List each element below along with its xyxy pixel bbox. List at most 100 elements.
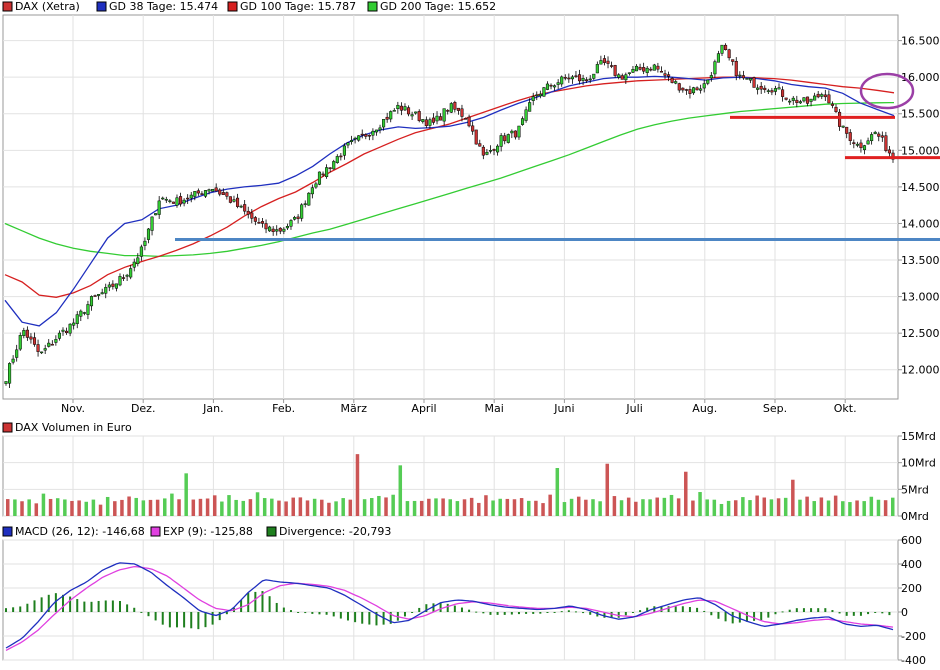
legend-swatch-gd200 (367, 1, 378, 12)
candle-body (642, 67, 646, 72)
divergence-bar (411, 612, 414, 613)
volume-bar (883, 500, 888, 516)
volume-bar (805, 496, 809, 516)
candle-body (143, 240, 147, 246)
candle-body (773, 88, 777, 92)
gd38-line (4, 75, 895, 327)
candle-body (371, 130, 375, 136)
candle-body (346, 142, 350, 146)
divergence-bar (546, 612, 549, 613)
candle-body (136, 257, 140, 265)
divergence-bar (90, 601, 93, 612)
volume-bar (448, 499, 452, 516)
legend-swatch-exp (150, 526, 161, 537)
divergence-bar (660, 606, 663, 612)
divergence-bar (567, 610, 570, 612)
divergence-bar (610, 612, 613, 618)
candle-body (645, 67, 649, 73)
divergence-bar (724, 612, 727, 622)
divergence-bar (517, 612, 520, 615)
volume-bar (855, 500, 859, 516)
divergence-bar (482, 612, 485, 614)
divergence-bar (425, 604, 428, 612)
volume-bar (377, 495, 381, 516)
divergence-bar (126, 604, 129, 612)
divergence-bar (881, 612, 884, 614)
candle-body (171, 201, 175, 204)
divergence-bar (240, 600, 243, 612)
candle-body (830, 103, 834, 106)
volume-bar (27, 499, 31, 516)
candle-body (716, 53, 720, 63)
candle-body (264, 223, 268, 230)
candle-body (200, 193, 204, 195)
macd-y-tick-label: 0 (901, 606, 908, 619)
price-y-tick-label: 16.500 (901, 35, 940, 48)
candle-body (788, 100, 792, 103)
candle-body (40, 351, 44, 354)
macd-legend: MACD (26, 12): -146,68 EXP (9): -125,88 … (2, 525, 391, 538)
candle-body (225, 192, 229, 197)
candle-body (214, 187, 218, 192)
divergence-bar (617, 612, 620, 618)
divergence-bar (261, 591, 264, 612)
volume-bar (598, 501, 602, 516)
divergence-bar (354, 612, 357, 623)
candle-body (15, 349, 19, 358)
divergence-bar (76, 599, 79, 612)
divergence-bar (346, 612, 349, 621)
candle-body (61, 329, 65, 332)
volume-y-tick-label: 15Mrd (901, 430, 936, 443)
candle-body (125, 274, 129, 277)
candle-body (175, 197, 179, 206)
volume-bar (541, 503, 545, 516)
volume-bar (348, 499, 353, 516)
candle-body (456, 107, 460, 111)
divergence-bar (496, 612, 499, 615)
candle-body (65, 330, 69, 333)
divergence-bar (19, 606, 22, 612)
volume-bar (184, 473, 188, 516)
macd-line (5, 562, 894, 649)
candle-body (100, 292, 104, 295)
candle-body (602, 58, 607, 63)
volume-bar (569, 498, 574, 516)
divergence-bar (631, 612, 634, 613)
candle-body (47, 342, 51, 347)
candle-body (880, 135, 884, 138)
divergence-bar (859, 612, 862, 616)
divergence-bar (154, 612, 157, 621)
volume-bar (748, 500, 752, 516)
macd-y-tick-label: 200 (901, 582, 922, 595)
divergence-bar (745, 612, 748, 622)
divergence-bar (802, 608, 805, 612)
candle-body (161, 197, 165, 200)
divergence-bar (304, 612, 307, 614)
volume-bar (869, 496, 874, 516)
candle-body (228, 196, 232, 203)
legend-swatch-dax (2, 1, 13, 12)
candle-body (271, 228, 275, 232)
volume-bar (70, 500, 74, 516)
volume-bar (462, 499, 467, 516)
divergence-bar (738, 612, 741, 623)
candle-body (859, 142, 863, 149)
candle-body (32, 337, 37, 345)
volume-bar (783, 497, 788, 516)
volume-bar (469, 497, 474, 516)
candle-body (300, 204, 304, 219)
candle-body (684, 89, 688, 91)
volume-bar (619, 500, 624, 516)
candle-body (563, 77, 567, 79)
candle-body (382, 119, 386, 128)
candle-body (453, 102, 457, 110)
divergence-bar (852, 612, 855, 616)
candle-body (478, 143, 482, 147)
volume-bar (227, 495, 231, 516)
volume-bar (719, 503, 724, 516)
candle-body (399, 105, 403, 111)
divergence-bar (475, 611, 478, 613)
volume-bar (84, 501, 89, 516)
legend-label-exp: EXP (9): -125,88 (163, 525, 253, 538)
